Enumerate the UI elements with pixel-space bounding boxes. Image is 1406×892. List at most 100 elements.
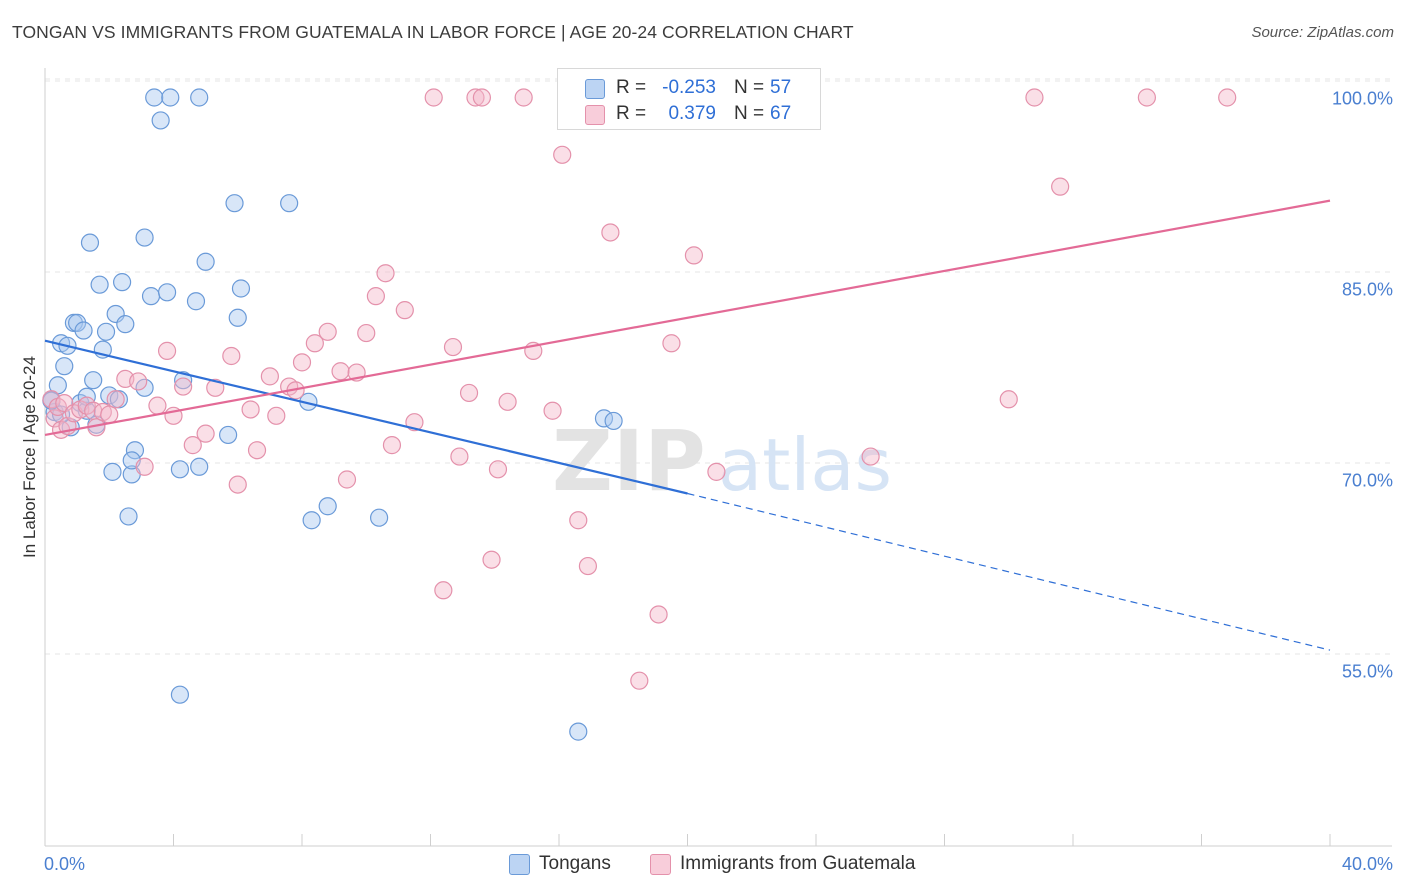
- tongans-point: [145, 88, 164, 107]
- guatemala-point: [630, 671, 649, 690]
- tongans-point: [318, 497, 337, 516]
- guatemala-point: [514, 88, 533, 107]
- legend-r-label: R =: [616, 103, 647, 124]
- watermark-zip: ZIP: [552, 412, 706, 510]
- tongans-point: [157, 283, 177, 302]
- tongans-point: [135, 228, 154, 247]
- guatemala-point: [267, 406, 286, 425]
- guatemala-point: [1218, 88, 1237, 107]
- guatemala-point: [382, 436, 402, 455]
- axes: [44, 68, 1392, 847]
- guatemala-point: [106, 390, 125, 409]
- guatemala-point: [174, 377, 193, 396]
- guatemala-point: [148, 396, 167, 415]
- guatemala-point: [395, 301, 414, 320]
- watermark: ZIP atlas: [552, 412, 892, 510]
- tongans-point: [116, 315, 135, 334]
- series-legend: Tongans Immigrants from Guatemala: [0, 852, 1406, 878]
- legend-n-label: N =: [734, 77, 765, 98]
- guatemala-point: [228, 475, 247, 494]
- y-tick-labels: 55.0% 70.0% 85.0% 100.0%: [1332, 89, 1393, 682]
- watermark-atlas: atlas: [718, 423, 892, 507]
- legend-n-label: N =: [734, 103, 765, 124]
- series-legend-label-guatemala: Immigrants from Guatemala: [680, 853, 916, 874]
- tongans-point: [125, 441, 145, 460]
- legend-row-guatemala: R = 0.379 N = 67: [558, 101, 820, 127]
- guatemala-point: [222, 346, 241, 366]
- guatemala-point: [331, 362, 350, 381]
- guatemala-point: [247, 441, 267, 460]
- guatemala-point: [241, 400, 260, 419]
- guatemala-point: [488, 460, 508, 479]
- legend-row-tongans: R = -0.253 N = 57: [558, 75, 820, 101]
- x-tick-label-min: 0.0%: [44, 854, 85, 874]
- guatemala-point: [129, 372, 148, 391]
- tongans-point: [174, 371, 193, 390]
- guatemala-point: [498, 392, 517, 411]
- guatemala-point: [443, 337, 463, 357]
- guatemala-point: [135, 457, 154, 476]
- guatemala-point: [157, 341, 177, 360]
- guatemala-point: [999, 390, 1018, 409]
- tongans-point: [161, 88, 180, 107]
- guatemala-point: [260, 367, 279, 386]
- guatemala-point: [206, 378, 225, 397]
- guatemala-point: [196, 424, 215, 443]
- tongans-point: [84, 371, 103, 390]
- guatemala-point: [318, 322, 337, 341]
- series-tongans-points: [42, 88, 623, 741]
- y-axis-label: In Labor Force | Age 20-24: [20, 356, 39, 558]
- tongans-point: [96, 322, 116, 341]
- y-tick-label: 70.0%: [1342, 471, 1393, 491]
- legend-r-value: -0.253: [662, 77, 716, 98]
- tongans-point: [569, 722, 588, 741]
- tongans-trend-extension: [687, 492, 1331, 651]
- tongans-point: [68, 313, 87, 332]
- guatemala-point: [472, 88, 491, 107]
- guatemala-point: [601, 223, 620, 242]
- guatemala-point: [424, 88, 443, 107]
- guatemala-point: [861, 447, 880, 466]
- guatemala-point: [649, 605, 668, 624]
- guatemala-point: [684, 246, 704, 265]
- legend-r-value: 0.379: [668, 103, 716, 124]
- legend-n-value: 57: [770, 77, 792, 98]
- y-tick-label: 85.0%: [1342, 280, 1393, 300]
- tongans-point: [280, 194, 299, 213]
- guatemala-point: [662, 334, 681, 353]
- series-guatemala-points: [42, 88, 1237, 690]
- trend-lines: [44, 199, 1331, 651]
- tongans-point: [151, 111, 170, 130]
- tongans-point: [370, 508, 389, 527]
- tongans-point: [80, 233, 100, 252]
- series-legend-label-tongans: Tongans: [539, 853, 611, 874]
- tongans-point: [228, 308, 247, 327]
- series-legend-swatch-tongans: [509, 854, 530, 875]
- legend-swatch-guatemala: [585, 105, 605, 125]
- tongans-point: [302, 511, 321, 530]
- tongans-point: [190, 88, 209, 107]
- guatemala-point: [357, 323, 376, 343]
- tongans-point: [225, 194, 244, 213]
- x-tick-marks: [44, 834, 1331, 846]
- guatemala-point: [292, 353, 312, 372]
- legend-n-value: 67: [770, 103, 792, 124]
- tongans-point: [190, 457, 209, 476]
- tongans-point: [119, 507, 138, 526]
- tongans-point: [170, 460, 190, 479]
- guatemala-point: [434, 581, 453, 600]
- tongans-trend-line: [44, 339, 688, 495]
- tongans-point: [219, 425, 238, 445]
- legend-swatch-tongans: [585, 79, 605, 99]
- tongans-point: [90, 275, 109, 294]
- tongans-point: [74, 321, 93, 340]
- guatemala-point: [553, 145, 572, 164]
- guatemala-trend-line: [44, 199, 1331, 437]
- guatemala-point: [466, 88, 485, 107]
- chart-title: TONGAN VS IMMIGRANTS FROM GUATEMALA IN L…: [12, 22, 854, 42]
- guatemala-point: [707, 462, 726, 481]
- tongans-point: [103, 462, 122, 481]
- tongans-point: [196, 252, 215, 271]
- legend-r-label: R =: [616, 77, 647, 98]
